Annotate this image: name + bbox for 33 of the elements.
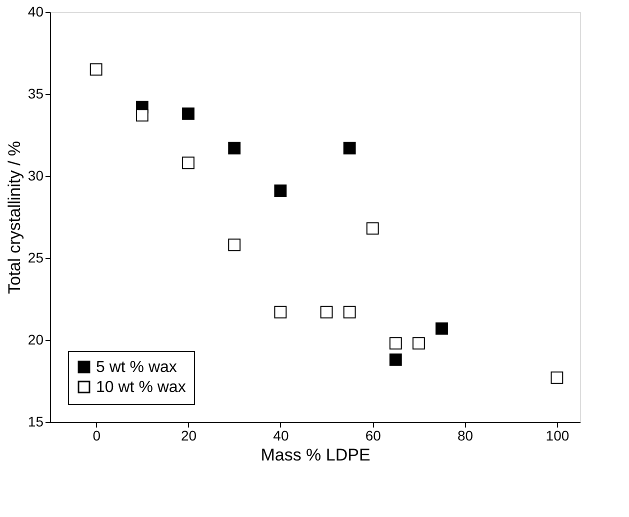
x-tick-label: 60 (365, 428, 382, 444)
point (389, 353, 402, 366)
x-tick-label: 100 (546, 428, 570, 444)
point (343, 306, 356, 318)
point (436, 322, 448, 335)
y-tick-label: 40 (28, 4, 44, 20)
x-axis-title: Mass % LDPE (260, 446, 370, 464)
point (550, 372, 564, 384)
y-tick-label: 20 (28, 332, 44, 348)
point (320, 306, 333, 318)
point (412, 337, 425, 350)
y-axis-title: Total crystallinity / % (4, 140, 24, 294)
x-tick-label: 20 (180, 428, 197, 444)
x-tick-label: 80 (457, 428, 474, 444)
point (90, 63, 102, 76)
legend-label: 10 wt % wax (96, 379, 186, 396)
point (182, 107, 194, 120)
y-tick-label: 30 (28, 168, 44, 184)
y-tick-label: 35 (28, 86, 44, 102)
legend-label: 5 wt % wax (96, 359, 177, 376)
point (366, 222, 379, 235)
y-tick-label: 25 (28, 250, 44, 266)
point (228, 238, 241, 252)
point (136, 109, 148, 122)
point (182, 156, 194, 170)
point (343, 142, 356, 154)
point (389, 337, 402, 350)
point (274, 306, 287, 318)
point (274, 184, 287, 197)
x-tick-label: 40 (273, 428, 289, 444)
x-tick-label: 0 (92, 428, 101, 444)
point (228, 142, 241, 154)
y-tick-label: 15 (28, 414, 44, 430)
